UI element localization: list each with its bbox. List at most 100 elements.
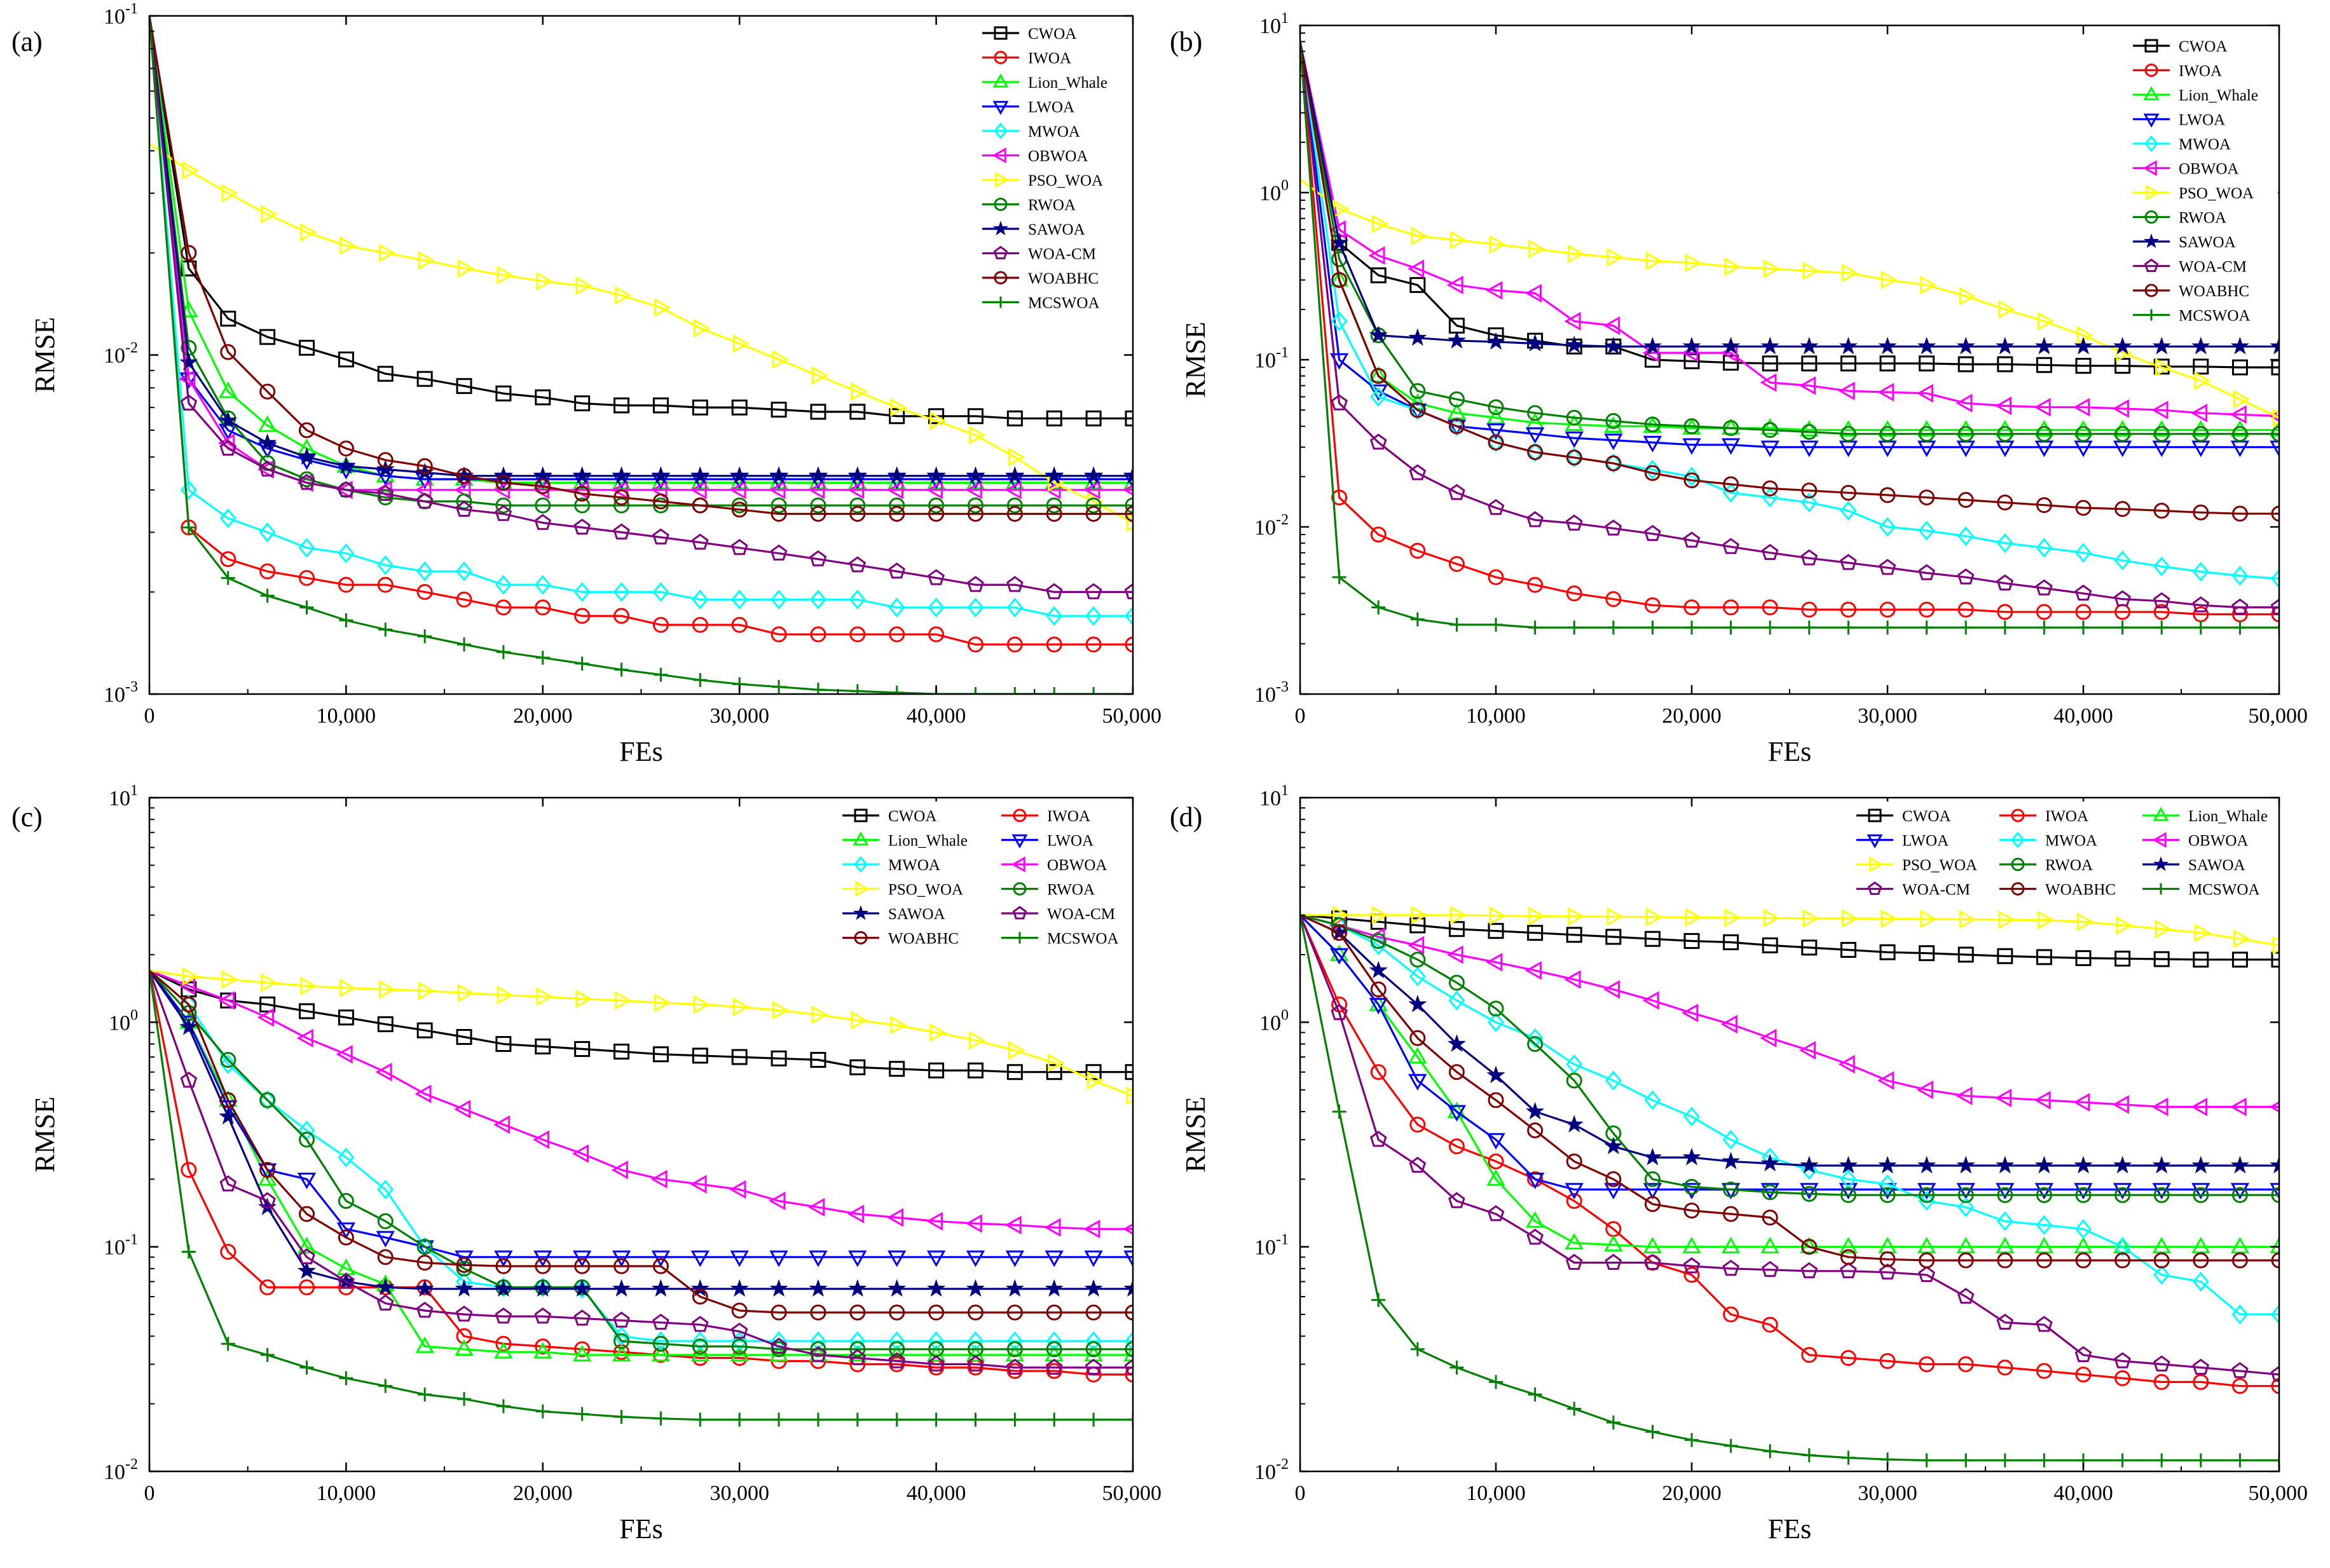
x-tick-label: 40,000: [2053, 1482, 2113, 1505]
series-point-rwoa: [889, 497, 905, 514]
series-point-sawoa: [966, 466, 985, 484]
series-point-woa-cm: [219, 1175, 237, 1192]
series-point-woa-cm: [1605, 519, 1622, 536]
series-point-mcswoa: [811, 683, 825, 694]
series-point-obwoa: [729, 481, 746, 500]
series-point-mwoa: [1125, 606, 1133, 626]
y-tick-label: 10-2: [104, 340, 138, 368]
series-point-lion-whale: [1721, 1236, 1741, 1253]
series-point-lion-whale: [219, 381, 238, 399]
x-tick-label: 30,000: [709, 1482, 769, 1505]
series-point-iwoa: [1957, 1356, 1974, 1372]
series-point-obwoa: [1760, 373, 1777, 392]
series-point-pso-woa: [851, 382, 868, 401]
x-tick-label: 10,000: [1466, 704, 1526, 728]
legend-entry: LWOA: [1028, 99, 1074, 116]
series-point-lwoa: [1565, 431, 1584, 448]
series-point-woa-cm: [180, 1072, 198, 1088]
series-point-pso-woa: [575, 990, 593, 1009]
series-point-mcswoa: [1998, 1453, 2012, 1468]
series-point-mcswoa: [2037, 620, 2052, 635]
y-tick-label: 10-1: [1254, 344, 1289, 372]
legend-entry: WOA-CM: [1047, 906, 1115, 923]
series-point-mcswoa: [1645, 1424, 1660, 1439]
x-tick-label: 50,000: [1102, 704, 1162, 728]
series-point-mcswoa: [1449, 1360, 1464, 1375]
series-point-woa-cm: [2074, 584, 2092, 601]
series-point-lion-whale: [966, 1345, 985, 1362]
series-point-pso-woa: [732, 997, 750, 1016]
series-point-woabhc: [1801, 1239, 1818, 1255]
series-point-pso-woa: [772, 350, 789, 369]
series-point-obwoa: [1123, 484, 1133, 496]
series-point-obwoa: [1486, 281, 1503, 300]
series-point-sawoa: [573, 1279, 592, 1297]
series-point-sawoa: [336, 456, 355, 474]
series-point-mcswoa: [654, 667, 668, 682]
legend-marker: [2011, 882, 2025, 896]
series-point-lwoa: [651, 1250, 671, 1267]
series-point-lwoa: [2074, 440, 2093, 458]
series-point-mwoa: [259, 522, 276, 543]
series-point-iwoa: [1762, 599, 1778, 616]
x-tick-label: 20,000: [1662, 704, 1722, 728]
series-point-lwoa: [2152, 1183, 2171, 1200]
series-point-iwoa: [495, 1335, 512, 1352]
legend-marker: [995, 172, 1010, 188]
series-point-woabhc: [1488, 1092, 1504, 1108]
series-point-iwoa: [1840, 601, 1856, 618]
series-point-obwoa: [2112, 1095, 2129, 1114]
panel-label: (c): [11, 801, 43, 833]
series-point-pso-woa: [1998, 910, 2015, 929]
series-point-sawoa: [887, 466, 907, 484]
series-point-rwoa: [2153, 1187, 2170, 1203]
series-point-woabhc: [1331, 925, 1348, 941]
series-point-mcswoa: [260, 1347, 275, 1362]
series-point-woabhc: [1919, 1252, 1935, 1269]
legend-marker: [2011, 857, 2025, 871]
series-point-pso-woa: [1724, 257, 1741, 276]
series-point-pso-woa: [732, 334, 750, 353]
series-point-obwoa: [1720, 1014, 1737, 1034]
legend-entry: RWOA: [1047, 882, 1095, 899]
series-point-sawoa: [1526, 1101, 1545, 1120]
series-point-rwoa: [1046, 497, 1062, 514]
series-point-woabhc: [1840, 484, 1856, 501]
series-point-mcswoa: [772, 1412, 786, 1427]
series-point-mcswoa: [2233, 1453, 2247, 1468]
series-point-pso-woa: [182, 161, 199, 180]
series-point-iwoa: [1331, 489, 1348, 506]
series-point-mcswoa: [1959, 1453, 1973, 1468]
series-point-mwoa: [2036, 1215, 2053, 1235]
series-point-woabhc: [377, 1249, 394, 1265]
series-point-sawoa: [2230, 336, 2249, 355]
series-point-woabhc: [1370, 981, 1387, 998]
series-point-lwoa: [1329, 948, 1349, 965]
series-point-woabhc: [1046, 1304, 1062, 1321]
series-point-rwoa: [2075, 1187, 2092, 1203]
series-point-sawoa: [258, 433, 277, 451]
series-point-rwoa: [1683, 418, 1700, 435]
series-point-pso-woa: [1411, 226, 1428, 245]
series-point-woabhc: [1997, 494, 2013, 511]
series-point-pso-woa: [261, 205, 278, 224]
series-point-mwoa: [692, 1331, 709, 1351]
series-point-mcswoa: [181, 520, 196, 535]
series-point-cwoa: [1527, 925, 1544, 941]
series-point-rwoa: [1840, 1187, 1856, 1203]
series-point-woa-cm: [1644, 1253, 1661, 1270]
series-point-pso-woa: [2272, 936, 2279, 955]
x-tick-label: 40,000: [907, 1482, 966, 1505]
series-point-iwoa: [2231, 1378, 2248, 1394]
series-point-lwoa: [1643, 1183, 1662, 1200]
series-point-lion-whale: [2191, 1236, 2210, 1253]
series-point-cwoa: [1566, 927, 1582, 943]
series-point-rwoa: [2114, 426, 2131, 442]
x-tick-label: 30,000: [1858, 1482, 1917, 1505]
series-point-mwoa: [416, 561, 434, 582]
series-point-woa-cm: [259, 460, 276, 477]
series-point-lion-whale: [1839, 1236, 1858, 1253]
x-tick-label: 0: [144, 1482, 155, 1505]
series-point-cwoa: [1801, 939, 1818, 956]
series-point-obwoa: [1083, 481, 1100, 500]
